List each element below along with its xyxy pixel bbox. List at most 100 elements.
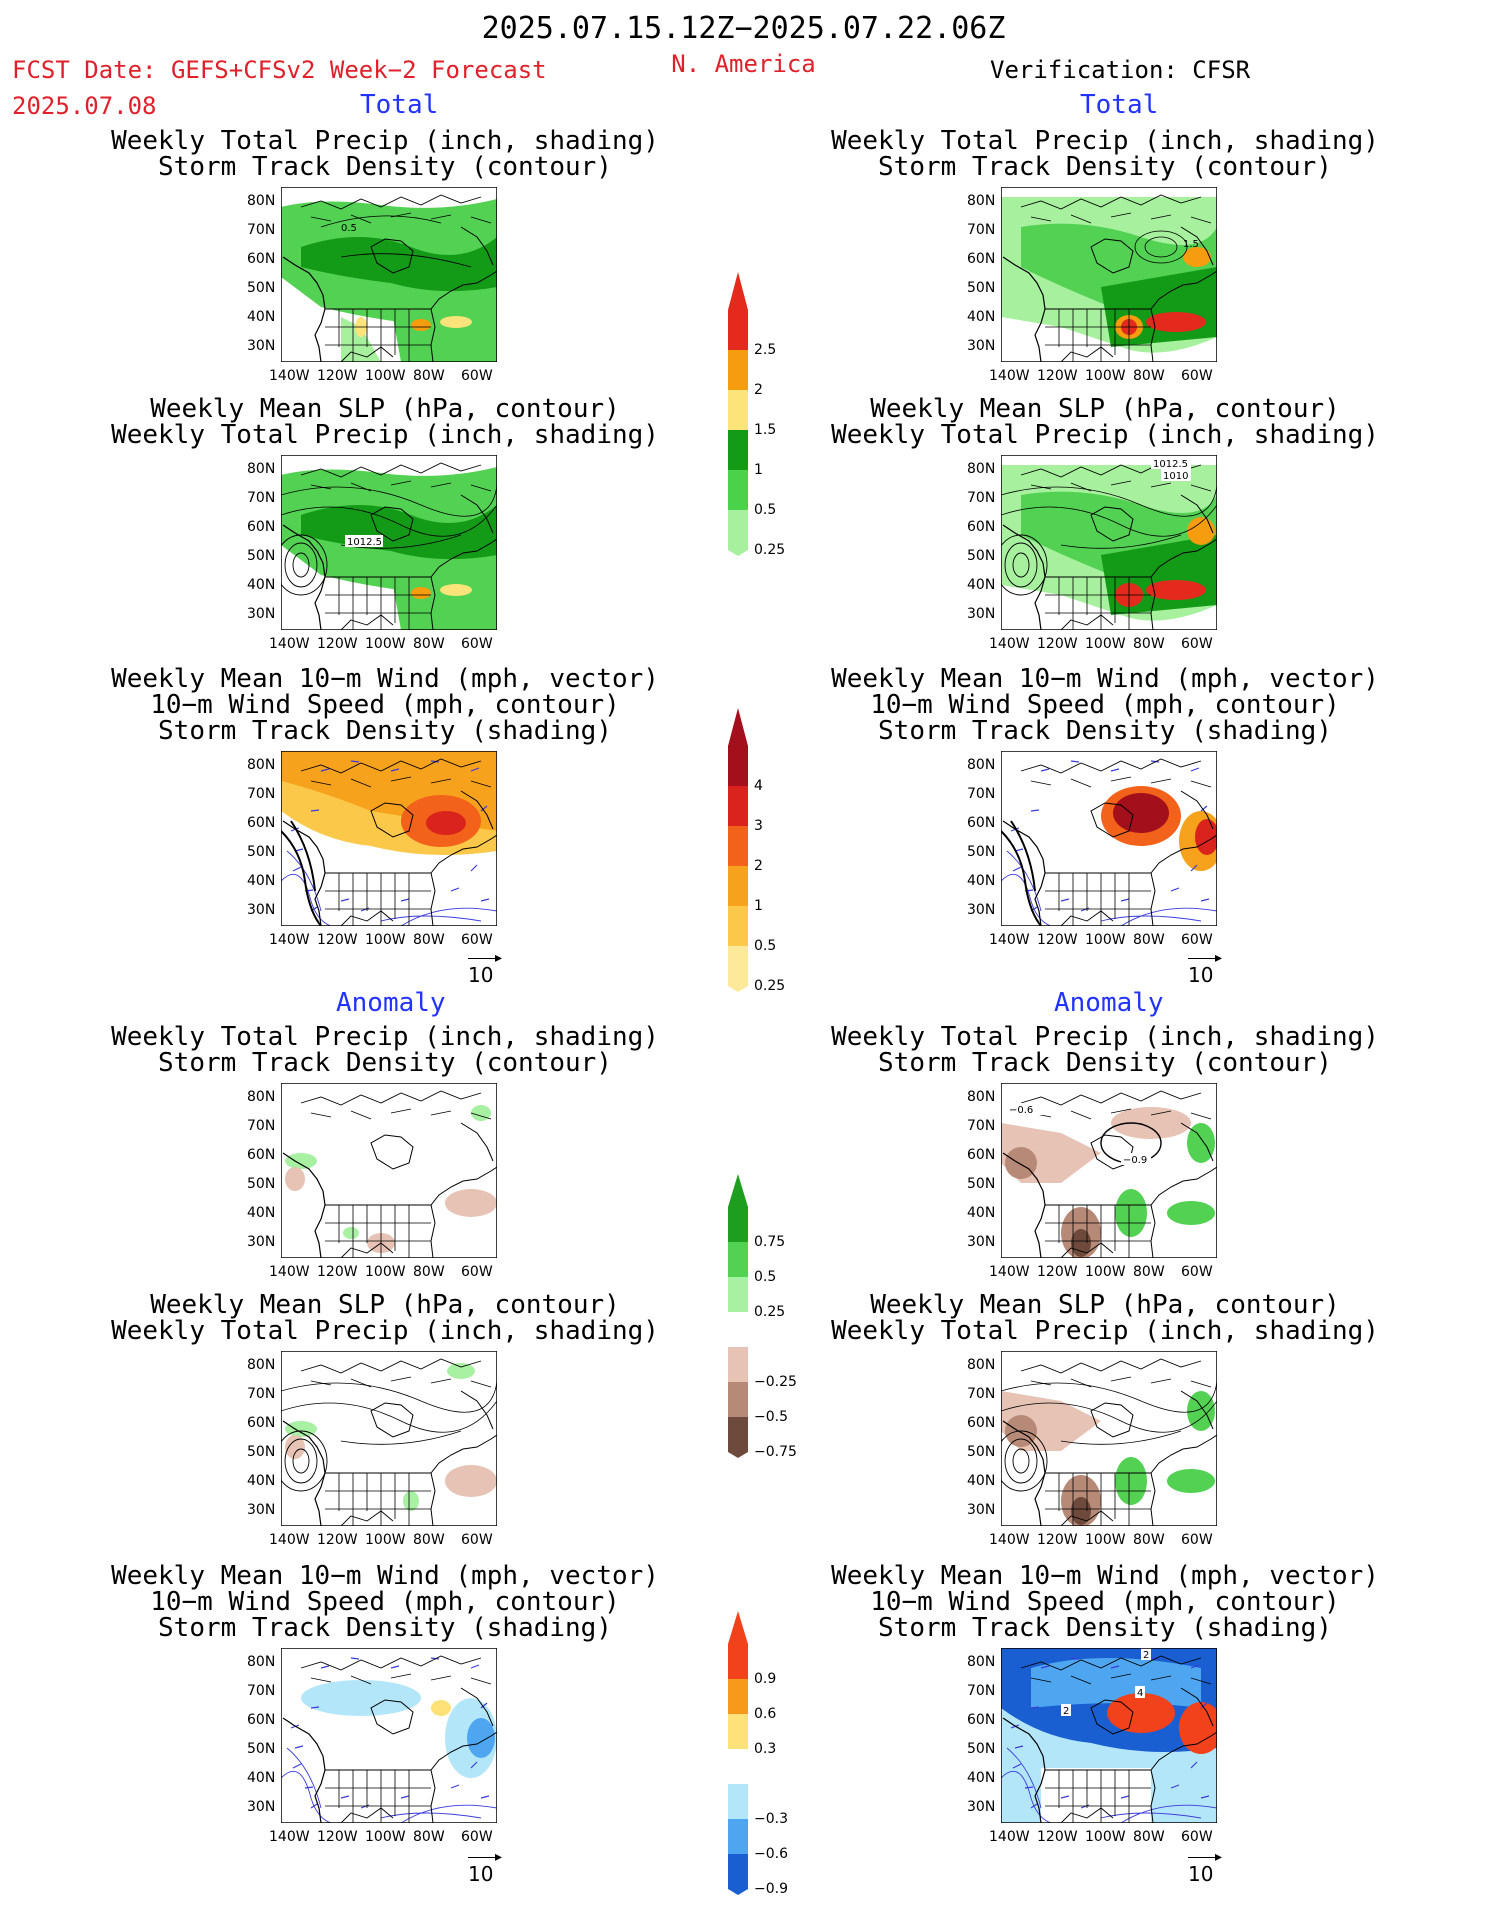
lon-tick-label: 140W (269, 1264, 310, 1280)
lat-tick-label: 30N (247, 1502, 276, 1518)
lon-tick-label: 120W (1037, 1264, 1078, 1280)
lon-tick-label: 100W (1085, 1829, 1126, 1845)
lon-tick-label: 80W (413, 1829, 445, 1845)
colorbar-segment (728, 1819, 748, 1854)
lat-tick-label: 80N (247, 1357, 276, 1373)
lat-tick-label: 80N (247, 461, 276, 477)
colorbar-label: 3 (754, 818, 763, 834)
colorbar-segment (728, 390, 748, 430)
lat-tick-label: 70N (247, 1386, 276, 1402)
lat-tick-label: 50N (247, 280, 276, 296)
ver-anom-wind-label-a: 2 (1143, 1650, 1149, 1661)
ver-anom-wind-map: 2 4 2 (1001, 1648, 1217, 1823)
lon-tick-label: 60W (461, 932, 493, 948)
lat-tick-label: 50N (247, 548, 276, 564)
lon-tick-label: 100W (1085, 636, 1126, 652)
lat-tick-label: 50N (967, 1741, 996, 1757)
fcst-wind-storm-title: Weekly Mean 10−m Wind (mph, vector) 10−m… (111, 664, 659, 746)
ver-anom-precip-label-b: −0.9 (1123, 1155, 1147, 1166)
lon-tick-label: 100W (365, 368, 406, 384)
lon-tick-label: 120W (317, 1532, 358, 1548)
lon-tick-label: 60W (461, 368, 493, 384)
colorbar-segment (728, 430, 748, 470)
colorbar-top-arrow (728, 272, 748, 310)
fcst-slp-precip-title: Weekly Mean SLP (hPa, contour) Weekly To… (111, 394, 659, 450)
lat-tick-label: 80N (967, 757, 996, 773)
colorbar-storm_total (726, 706, 750, 998)
ver-total-slp-label-b: 1010 (1163, 471, 1188, 482)
fcst-total-precip-contour-label: 0.5 (341, 223, 357, 234)
lat-tick-label: 70N (967, 1118, 996, 1134)
ver-total-label: Total (1080, 90, 1159, 120)
lat-tick-label: 30N (967, 1234, 996, 1250)
lat-tick-label: 40N (247, 873, 276, 889)
lon-tick-label: 80W (413, 932, 445, 948)
lat-tick-label: 60N (967, 1147, 996, 1163)
ver-wind-storm-title: Weekly Mean 10−m Wind (mph, vector) 10−m… (831, 664, 1379, 746)
lon-tick-label: 60W (1181, 1264, 1213, 1280)
lat-tick-label: 50N (247, 1176, 276, 1192)
lat-tick-label: 30N (247, 1799, 276, 1815)
colorbar-label: 0.25 (754, 978, 786, 994)
lon-tick-label: 100W (1085, 1532, 1126, 1548)
lat-tick-label: 50N (967, 548, 996, 564)
fcst-total-label: Total (360, 90, 439, 120)
colorbar-label: 1 (754, 898, 763, 914)
ver-total-slp-map: 1012.5 1010 (1001, 455, 1217, 630)
lon-tick-label: 80W (413, 368, 445, 384)
ver-anom-slp-map (1001, 1351, 1217, 1526)
lat-tick-label: 40N (247, 1205, 276, 1221)
lon-tick-label: 100W (365, 1532, 406, 1548)
colorbar-label: 0.5 (754, 938, 777, 954)
lon-tick-label: 120W (317, 368, 358, 384)
lon-tick-label: 100W (365, 1829, 406, 1845)
lat-tick-label: 30N (967, 606, 996, 622)
lon-tick-label: 140W (989, 932, 1030, 948)
lon-tick-label: 120W (1037, 1829, 1078, 1845)
colorbar-segment (728, 1749, 748, 1784)
colorbar-label: 0.75 (754, 1234, 786, 1250)
lat-tick-label: 30N (247, 606, 276, 622)
ver-anom-wind-storm-title: Weekly Mean 10−m Wind (mph, vector) 10−m… (831, 1561, 1379, 1643)
ver-slp-precip-title: Weekly Mean SLP (hPa, contour) Weekly To… (831, 394, 1379, 450)
lon-tick-label: 120W (317, 1264, 358, 1280)
ver-total-precip-map: 1.5 (1001, 187, 1217, 362)
lon-tick-label: 60W (1181, 1829, 1213, 1845)
lat-tick-label: 50N (247, 1741, 276, 1757)
colorbar-segment (728, 510, 748, 550)
lon-tick-label: 100W (1085, 368, 1126, 384)
colorbar-label: 0.25 (754, 1304, 786, 1320)
lat-tick-label: 70N (967, 490, 996, 506)
lon-tick-label: 100W (365, 932, 406, 948)
lat-tick-label: 40N (967, 577, 996, 593)
lat-tick-label: 40N (967, 1770, 996, 1786)
lat-tick-label: 50N (967, 280, 996, 296)
fcst-anom-slp-map (281, 1351, 497, 1526)
lon-tick-label: 100W (1085, 932, 1126, 948)
lon-tick-label: 60W (1181, 636, 1213, 652)
lon-tick-label: 120W (317, 932, 358, 948)
ver-precip-storm-title: Weekly Total Precip (inch, shading) Stor… (831, 126, 1379, 182)
fcst-total-vector-ref: ▸ 10 (468, 950, 502, 987)
colorbar-label: 1 (754, 462, 763, 478)
lon-tick-label: 60W (1181, 368, 1213, 384)
fcst-anom-vector-ref: ▸ 10 (468, 1849, 502, 1886)
lat-tick-label: 50N (967, 844, 996, 860)
colorbar-label: 0.5 (754, 1269, 777, 1285)
lon-tick-label: 120W (1037, 932, 1078, 948)
lon-tick-label: 120W (317, 636, 358, 652)
fcst-anom-slp-precip-title: Weekly Mean SLP (hPa, contour) Weekly To… (111, 1290, 659, 1346)
fcst-total-wind-map (281, 751, 497, 926)
lat-tick-label: 80N (967, 1357, 996, 1373)
lon-tick-label: 60W (461, 1532, 493, 1548)
lon-tick-label: 60W (1181, 932, 1213, 948)
fcst-total-slp-contour-label: 1012.5 (347, 537, 382, 548)
ver-anom-wind-label-c: 2 (1063, 1706, 1069, 1717)
fcst-label: FCST Date: GEFS+CFSv2 Week−2 Forecast (12, 56, 547, 84)
lat-tick-label: 70N (247, 222, 276, 238)
fcst-precip-storm-title: Weekly Total Precip (inch, shading) Stor… (111, 126, 659, 182)
lat-tick-label: 60N (247, 1415, 276, 1431)
lat-tick-label: 40N (247, 577, 276, 593)
lon-tick-label: 120W (317, 1829, 358, 1845)
lat-tick-label: 80N (247, 757, 276, 773)
